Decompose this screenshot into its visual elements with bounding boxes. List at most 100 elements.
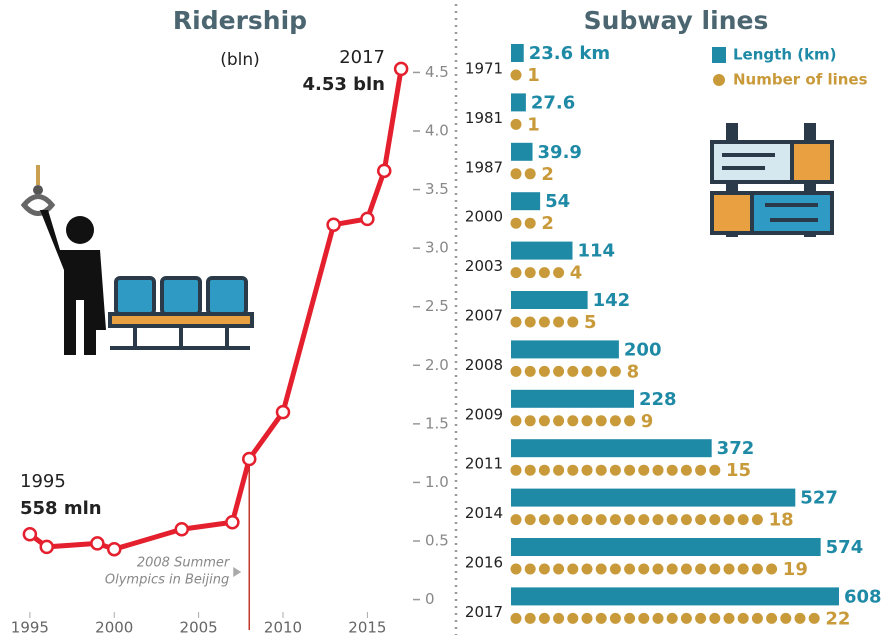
dot (525, 366, 536, 377)
dot (610, 514, 621, 525)
dot (596, 514, 607, 525)
dot (610, 564, 621, 575)
dot (596, 366, 607, 377)
value-label: 27.6 (531, 92, 575, 113)
dot (582, 564, 593, 575)
dot (766, 613, 777, 624)
dot (525, 564, 536, 575)
point (243, 453, 255, 465)
dot-row (511, 366, 621, 377)
category-label: 2016 (465, 554, 503, 572)
category-label: 2008 (465, 356, 503, 374)
x-tick-label: 2005 (180, 619, 218, 637)
y-tick-label: 3.0 (425, 239, 449, 257)
value-label: 527 (800, 488, 838, 509)
annotation: 1995 (20, 471, 66, 492)
category-label: 1987 (465, 158, 503, 176)
dot (511, 218, 522, 229)
category-label: 2011 (465, 455, 503, 473)
value-label: 142 (593, 290, 631, 311)
bar (511, 44, 524, 62)
point (24, 528, 36, 540)
dot (511, 119, 522, 130)
category-label: 2009 (465, 405, 503, 423)
dot (738, 613, 749, 624)
dot (553, 415, 564, 426)
arrow (233, 567, 241, 577)
x-tick-label: 2010 (264, 619, 302, 637)
dot (525, 514, 536, 525)
category-label: 2000 (465, 208, 503, 226)
point (277, 406, 289, 418)
dot (553, 613, 564, 624)
dot-row (511, 168, 536, 179)
point (91, 537, 103, 549)
dot (567, 415, 578, 426)
value-label: 5 (584, 312, 597, 333)
dot (653, 613, 664, 624)
point (226, 516, 238, 528)
dot (525, 415, 536, 426)
dot (511, 415, 522, 426)
dot (624, 613, 635, 624)
dot (553, 317, 564, 328)
dot-row (511, 317, 579, 328)
dot (610, 415, 621, 426)
y-tick-label: 4.0 (425, 122, 449, 140)
dot (511, 70, 522, 81)
legend-swatch (712, 47, 726, 63)
dot (653, 465, 664, 476)
bar (511, 143, 533, 161)
bar (511, 489, 795, 507)
y-tick-label: 2.0 (425, 356, 449, 374)
dot (809, 613, 820, 624)
dot (709, 564, 720, 575)
annotation: 2008 Summer (137, 556, 231, 571)
chart-subtitle: (bln) (220, 50, 260, 70)
bar (511, 93, 526, 111)
category-label: 1981 (465, 109, 503, 127)
dot (738, 564, 749, 575)
dot (553, 267, 564, 278)
dot (610, 465, 621, 476)
category-label: 2017 (465, 603, 503, 621)
dot (596, 415, 607, 426)
value-label: 2 (541, 213, 554, 234)
dot (525, 168, 536, 179)
category-label: 2007 (465, 307, 503, 325)
dot (553, 465, 564, 476)
dot (511, 168, 522, 179)
point (378, 165, 390, 177)
dot (596, 564, 607, 575)
dot (695, 613, 706, 624)
dot-row (511, 514, 763, 525)
dot (582, 514, 593, 525)
dot (610, 613, 621, 624)
y-tick-label: 0.5 (425, 532, 449, 550)
bar (511, 538, 821, 556)
value-label: 22 (825, 608, 850, 629)
dot (795, 613, 806, 624)
x-tick-label: 2015 (348, 619, 386, 637)
dot (582, 465, 593, 476)
dot (638, 465, 649, 476)
dot (525, 218, 536, 229)
bar (511, 390, 634, 408)
dot (624, 514, 635, 525)
y-tick-label: 4.5 (425, 63, 449, 81)
value-label: 1 (527, 114, 540, 135)
y-tick-label: 0 (425, 590, 435, 608)
dot (610, 366, 621, 377)
dot (525, 317, 536, 328)
dot (511, 267, 522, 278)
dot (752, 613, 763, 624)
value-label: 9 (641, 411, 654, 432)
dot (567, 514, 578, 525)
bar (511, 242, 573, 260)
bar (511, 340, 619, 358)
point (361, 213, 373, 225)
annotation: 558 mln (20, 498, 102, 519)
dot (596, 613, 607, 624)
dot (567, 366, 578, 377)
dot (653, 514, 664, 525)
